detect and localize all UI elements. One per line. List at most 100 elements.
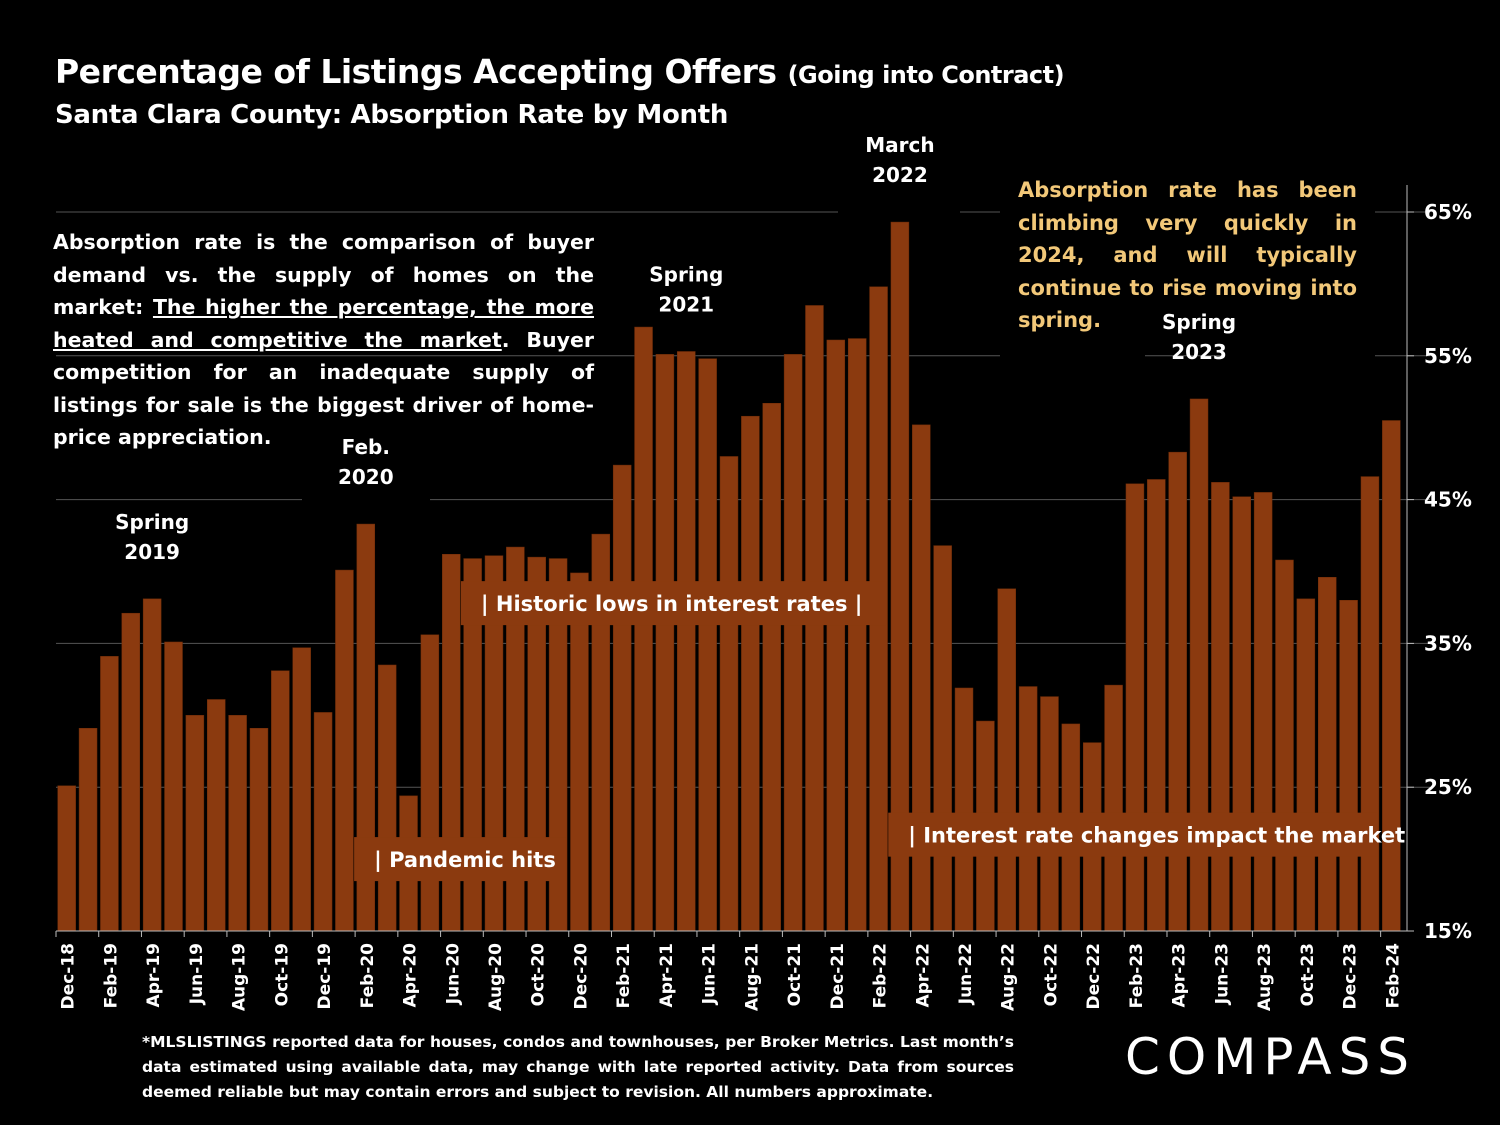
- bar: [719, 456, 739, 932]
- x-tick-label: Apr-20: [401, 943, 421, 1008]
- bar: [1317, 577, 1337, 932]
- y-tick-label: 55%: [1424, 344, 1472, 368]
- callout-text: Absorption rate has been climbing very q…: [1018, 178, 1357, 332]
- x-tick-label: Aug-22: [999, 943, 1019, 1011]
- bar: [292, 647, 311, 932]
- period-label-line1: Spring: [1162, 310, 1236, 334]
- x-tick-label: Oct-22: [1041, 943, 1061, 1006]
- bar: [335, 569, 354, 932]
- bar: [249, 727, 269, 932]
- bar: [1360, 476, 1380, 932]
- explanation-part2: . Buyer competition for an inadequate su…: [53, 327, 594, 450]
- bar: [634, 326, 653, 932]
- period-label-line1: Spring: [115, 510, 189, 534]
- period-label-line2: 2023: [1171, 340, 1227, 364]
- bar: [1275, 559, 1294, 932]
- bar: [1147, 479, 1166, 932]
- bar: [1339, 600, 1358, 932]
- x-tick-label: Dec-22: [1084, 943, 1104, 1009]
- footnote: *MLSLISTINGS reported data for houses, c…: [142, 1033, 1014, 1101]
- event-box-label: | Historic lows in interest rates |: [481, 592, 863, 617]
- period-label-line2: 2020: [338, 465, 394, 489]
- bar: [57, 785, 76, 932]
- event-box: [354, 837, 566, 882]
- explanation-underlined: The higher the percentage, the more heat…: [53, 295, 594, 352]
- event-box: [460, 581, 887, 626]
- bar: [142, 598, 162, 932]
- bar: [313, 712, 333, 932]
- bar: [847, 338, 867, 932]
- period-label-line1: March: [865, 133, 934, 157]
- x-tick-label: Feb-24: [1383, 943, 1403, 1009]
- bar: [997, 588, 1016, 932]
- x-tick-label: Jun-20: [443, 943, 463, 1005]
- x-tick-label: Apr-22: [913, 943, 933, 1007]
- x-tick-label: Dec-18: [59, 943, 79, 1009]
- x-tick-label: Feb-22: [871, 943, 891, 1008]
- bar: [954, 687, 974, 932]
- bar: [655, 354, 675, 932]
- x-tick-label: Aug-21: [742, 943, 762, 1011]
- bar: [741, 415, 760, 932]
- x-tick-label: Dec-21: [828, 943, 848, 1009]
- chart-subtitle: Santa Clara County: Absorption Rate by M…: [55, 100, 729, 130]
- bar: [1018, 686, 1038, 932]
- explanation-part1: Absorption rate is the comparison of buy…: [53, 230, 594, 319]
- x-tick-label: Dec-19: [315, 943, 335, 1009]
- x-tick-label: Oct-19: [272, 943, 292, 1006]
- compass-logo: COMPASS: [1125, 1028, 1417, 1086]
- bar: [377, 664, 397, 932]
- x-tick-label: Dec-20: [571, 943, 591, 1010]
- x-tick-label: Jun-19: [187, 943, 207, 1005]
- x-tick-label: Feb-23: [1127, 943, 1147, 1008]
- bar: [783, 354, 803, 932]
- y-tick-label: 65%: [1424, 200, 1472, 224]
- x-tick-label: Dec-23: [1341, 943, 1361, 1009]
- bar: [762, 403, 781, 932]
- title-main: Percentage of Listings Accepting Offers: [55, 52, 777, 91]
- event-box-label: | Interest rate changes impact the marke…: [908, 824, 1405, 849]
- x-tick-label: Aug-23: [1255, 943, 1275, 1011]
- x-tick-label: Aug-19: [230, 943, 250, 1011]
- bar: [271, 670, 290, 932]
- x-tick-label: Apr-19: [144, 943, 164, 1007]
- x-tick-label: Oct-21: [785, 943, 805, 1006]
- bar: [677, 351, 696, 932]
- bar: [612, 464, 632, 932]
- x-tick-label: Jun-22: [956, 943, 976, 1005]
- x-tick-label: Feb-21: [614, 943, 634, 1008]
- bar: [78, 727, 98, 932]
- x-tick-label: Aug-20: [486, 943, 506, 1011]
- bar: [1211, 482, 1230, 932]
- y-tick-label: 25%: [1424, 775, 1472, 799]
- x-tick-label: Oct-23: [1298, 943, 1318, 1006]
- x-tick-label: Feb-20: [358, 943, 378, 1009]
- bar: [1253, 492, 1273, 932]
- bar: [1382, 420, 1401, 932]
- bar: [1104, 684, 1123, 932]
- event-box-label: | Pandemic hits: [374, 848, 556, 873]
- bar: [1296, 598, 1316, 932]
- bar: [698, 358, 717, 932]
- period-label-line2: 2019: [124, 540, 180, 564]
- bar: [121, 612, 141, 932]
- period-label-line2: 2022: [872, 163, 928, 187]
- bar: [228, 715, 247, 932]
- period-label-line1: Feb.: [342, 435, 390, 459]
- bar: [1168, 451, 1187, 932]
- bar: [1125, 483, 1145, 932]
- y-tick-label: 15%: [1424, 919, 1472, 943]
- event-box: [888, 812, 1378, 857]
- bar: [933, 545, 952, 932]
- y-tick-label: 35%: [1424, 631, 1472, 655]
- x-tick-label: Jun-23: [1212, 943, 1232, 1005]
- x-tick-label: Feb-19: [101, 943, 121, 1008]
- bar: [570, 572, 589, 932]
- period-label-line2: 2021: [658, 292, 714, 316]
- x-tick-label: Apr-21: [657, 943, 677, 1007]
- bar: [207, 699, 226, 932]
- bar: [164, 641, 183, 932]
- x-tick-label: Jun-21: [700, 943, 720, 1005]
- chart-title: Percentage of Listings Accepting Offers …: [55, 52, 1065, 91]
